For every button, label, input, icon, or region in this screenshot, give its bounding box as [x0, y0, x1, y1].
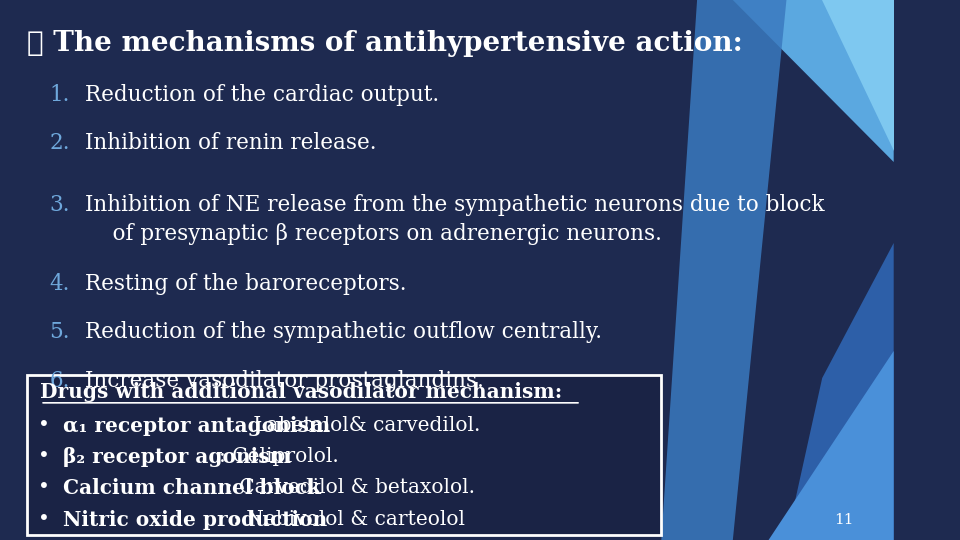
Text: 3.: 3.	[49, 194, 70, 217]
Text: Reduction of the sympathetic outflow centrally.: Reduction of the sympathetic outflow cen…	[84, 321, 602, 343]
Text: 6.: 6.	[49, 370, 69, 392]
Text: Drugs with additional vasodilator mechanism:: Drugs with additional vasodilator mechan…	[40, 382, 563, 402]
Polygon shape	[769, 351, 894, 540]
Text: •: •	[37, 447, 49, 466]
Text: β₂ receptor agonism: β₂ receptor agonism	[62, 447, 291, 467]
Text: Inhibition of NE release from the sympathetic neurons due to block
    of presyn: Inhibition of NE release from the sympat…	[84, 194, 825, 245]
Text: Reduction of the cardiac output.: Reduction of the cardiac output.	[84, 84, 439, 106]
Text: α₁ receptor antagonism: α₁ receptor antagonism	[62, 416, 330, 436]
Text: Inhibition of renin release.: Inhibition of renin release.	[84, 132, 376, 154]
Text: ❖ The mechanisms of antihypertensive action:: ❖ The mechanisms of antihypertensive act…	[27, 30, 743, 57]
Text: Calcium channel block: Calcium channel block	[62, 478, 321, 498]
Text: 2.: 2.	[49, 132, 70, 154]
Text: 5.: 5.	[49, 321, 70, 343]
Text: Resting of the baroreceptors.: Resting of the baroreceptors.	[84, 273, 406, 295]
Text: Nitric oxide production: Nitric oxide production	[62, 510, 326, 530]
Polygon shape	[822, 0, 894, 151]
Text: 1.: 1.	[49, 84, 69, 106]
Text: •: •	[37, 510, 49, 529]
Text: : Nebivolol & carteolol: : Nebivolol & carteolol	[233, 510, 466, 529]
Polygon shape	[786, 243, 894, 540]
Polygon shape	[732, 0, 894, 162]
Text: 11: 11	[834, 512, 853, 526]
Text: : Labetalol& carvedilol.: : Labetalol& carvedilol.	[239, 416, 480, 435]
Text: Increase vasodilator prostaglandins.: Increase vasodilator prostaglandins.	[84, 370, 484, 392]
Text: : Celiprolol.: : Celiprolol.	[219, 447, 339, 466]
Text: 4.: 4.	[49, 273, 69, 295]
Text: •: •	[37, 478, 49, 497]
FancyBboxPatch shape	[27, 375, 661, 535]
Polygon shape	[661, 0, 786, 540]
Text: : Carvedilol & betaxolol.: : Carvedilol & betaxolol.	[227, 478, 475, 497]
Text: •: •	[37, 416, 49, 435]
